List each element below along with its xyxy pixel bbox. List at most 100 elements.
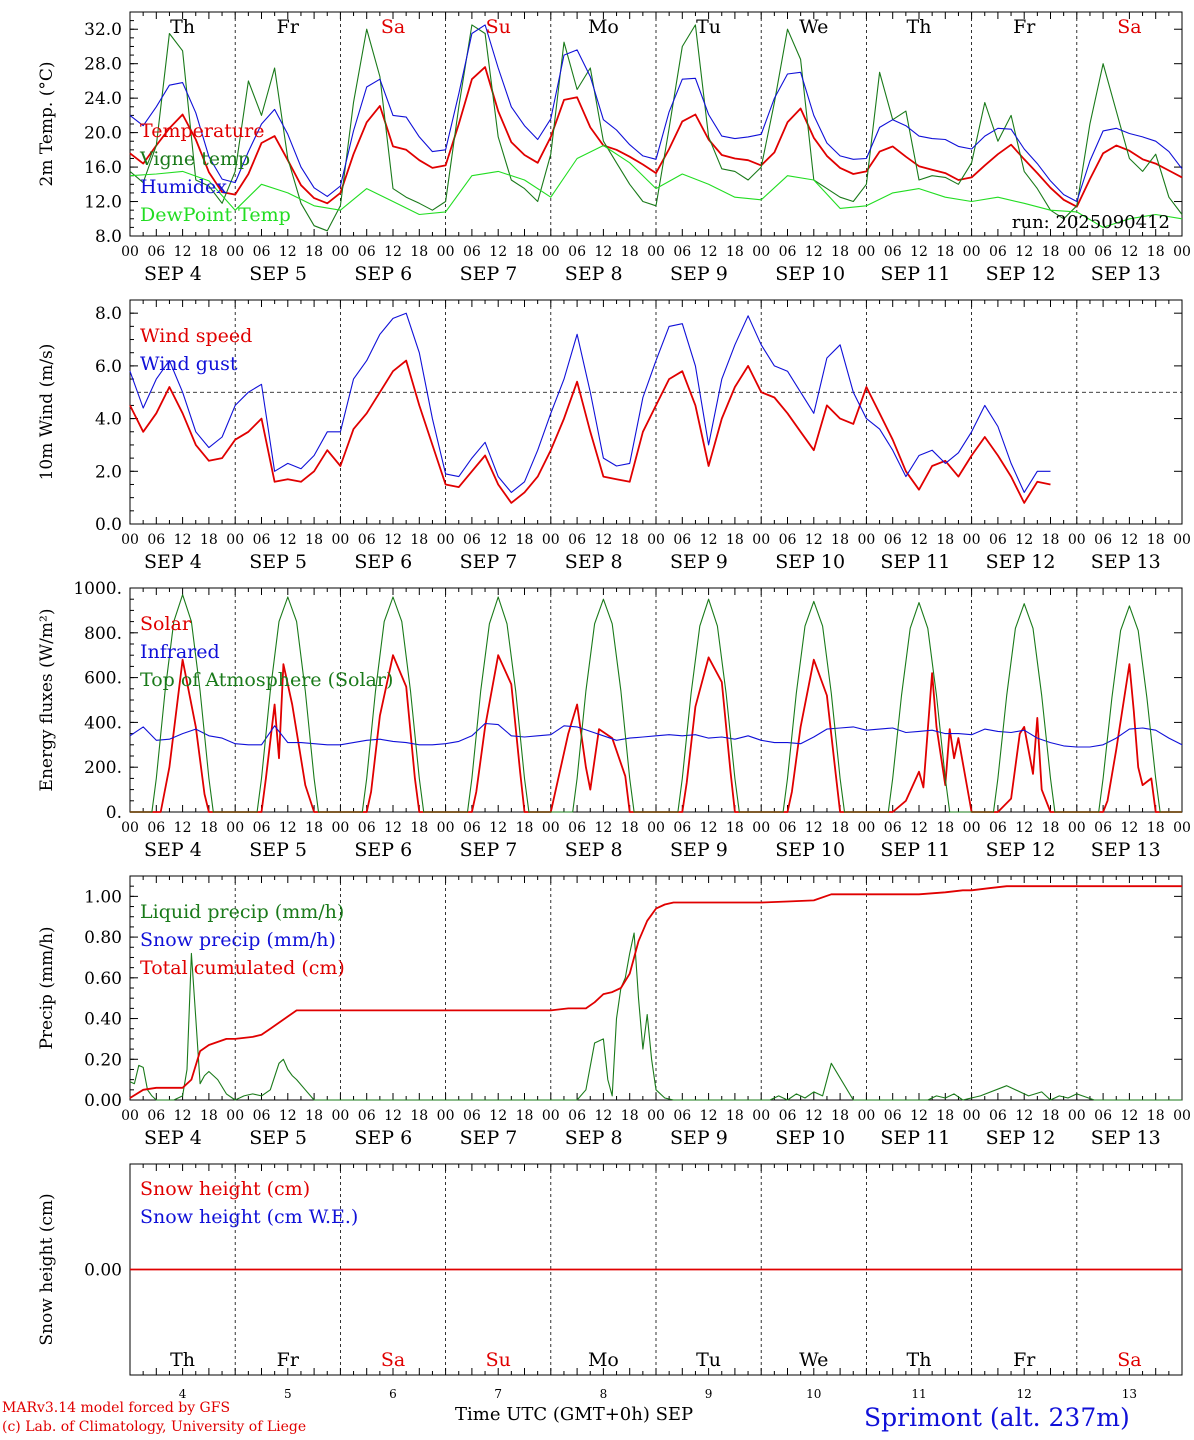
wind-legend-item: Wind gust bbox=[140, 353, 238, 375]
energy-date-label: SEP 11 bbox=[880, 839, 950, 861]
wind-hour-label: 06 bbox=[147, 532, 165, 548]
energy-date-label: SEP 7 bbox=[460, 839, 518, 861]
wind-hour-label: 12 bbox=[594, 532, 612, 548]
precip-date-label: SEP 5 bbox=[249, 1127, 307, 1149]
day-number: 6 bbox=[389, 1387, 397, 1401]
energy-hour-label: 18 bbox=[410, 820, 428, 836]
energy-hour-label: 06 bbox=[463, 820, 481, 836]
precip-hour-label: 12 bbox=[1120, 1108, 1138, 1124]
top-day-name: Sa bbox=[381, 16, 405, 38]
day-number: 10 bbox=[806, 1387, 821, 1401]
energy-ytick-label: 800. bbox=[84, 624, 122, 644]
snow-legend-item: Snow height (cm W.E.) bbox=[140, 1206, 358, 1228]
temperature-hour-label: 12 bbox=[489, 244, 507, 260]
temperature-hour-label: 12 bbox=[805, 244, 823, 260]
temperature-run-annotation: run: 2025090412 bbox=[1012, 212, 1170, 233]
energy-hour-label: 12 bbox=[384, 820, 402, 836]
precip-hour-label: 00 bbox=[437, 1108, 455, 1124]
temperature-hour-label: 12 bbox=[910, 244, 928, 260]
precip-date-label: SEP 7 bbox=[460, 1127, 518, 1149]
precip-hour-label: 00 bbox=[121, 1108, 139, 1124]
precip-legend-item: Liquid precip (mm/h) bbox=[140, 901, 344, 923]
wind-ylabel: 10m Wind (m/s) bbox=[37, 344, 57, 481]
precip-hour-label: 18 bbox=[1042, 1108, 1060, 1124]
footer-location: Sprimont (alt. 237m) bbox=[864, 1403, 1130, 1432]
wind-hour-label: 18 bbox=[410, 532, 428, 548]
temperature-ytick-label: 32.0 bbox=[84, 20, 122, 40]
energy-hour-label: 00 bbox=[752, 820, 770, 836]
precip-hour-label: 12 bbox=[805, 1108, 823, 1124]
temperature-hour-label: 18 bbox=[1147, 244, 1165, 260]
temperature-ytick-label: 20.0 bbox=[84, 124, 122, 144]
bottom-day-name: Tu bbox=[696, 1349, 721, 1371]
wind-hour-label: 06 bbox=[989, 532, 1007, 548]
snow-ytick-label: 0.00 bbox=[84, 1261, 122, 1281]
bottom-day-name: We bbox=[799, 1349, 828, 1371]
precip-hour-label: 06 bbox=[884, 1108, 902, 1124]
precip-date-label: SEP 6 bbox=[354, 1127, 412, 1149]
wind-hour-label: 18 bbox=[1042, 532, 1060, 548]
energy-hour-label: 18 bbox=[831, 820, 849, 836]
bottom-day-name: Fr bbox=[1013, 1349, 1036, 1371]
precip-hour-label: 06 bbox=[779, 1108, 797, 1124]
temperature-hour-label-end: 00 bbox=[1173, 244, 1191, 260]
energy-ytick-label: 400. bbox=[84, 713, 122, 733]
precip-date-label: SEP 11 bbox=[880, 1127, 950, 1149]
bottom-day-name: Th bbox=[170, 1349, 195, 1371]
temperature-hour-label: 00 bbox=[226, 244, 244, 260]
energy-ytick-label: 200. bbox=[84, 758, 122, 778]
energy-date-label: SEP 13 bbox=[1091, 839, 1161, 861]
energy-hour-label: 18 bbox=[936, 820, 954, 836]
bottom-day-name: Fr bbox=[277, 1349, 300, 1371]
wind-date-label: SEP 5 bbox=[249, 551, 307, 573]
precip-ytick-label: 0.40 bbox=[84, 1010, 122, 1030]
energy-hour-label: 18 bbox=[516, 820, 534, 836]
energy-series-top-of-atmosphere-solar- bbox=[130, 594, 1182, 813]
temperature-hour-label: 12 bbox=[700, 244, 718, 260]
energy-date-label: SEP 9 bbox=[670, 839, 728, 861]
temperature-ytick-label: 8.0 bbox=[95, 227, 122, 247]
precip-hour-label: 00 bbox=[226, 1108, 244, 1124]
wind-date-label: SEP 10 bbox=[775, 551, 845, 573]
wind-hour-label: 12 bbox=[910, 532, 928, 548]
energy-hour-label: 06 bbox=[358, 820, 376, 836]
temperature-legend-item: Temperature bbox=[140, 120, 264, 142]
wind-hour-label: 12 bbox=[384, 532, 402, 548]
wind-date-label: SEP 9 bbox=[670, 551, 728, 573]
precip-ytick-label: 0.60 bbox=[84, 969, 122, 989]
energy-hour-label: 06 bbox=[568, 820, 586, 836]
wind-hour-label-end: 00 bbox=[1173, 532, 1191, 548]
energy-hour-label: 12 bbox=[700, 820, 718, 836]
precip-hour-label: 00 bbox=[647, 1108, 665, 1124]
energy-legend-item: Infrared bbox=[140, 641, 220, 663]
precip-hour-label: 18 bbox=[1147, 1108, 1165, 1124]
temperature-hour-label: 00 bbox=[647, 244, 665, 260]
precip-hour-label: 06 bbox=[989, 1108, 1007, 1124]
energy-hour-label: 18 bbox=[305, 820, 323, 836]
energy-frame bbox=[129, 587, 1183, 813]
wind-hour-label: 00 bbox=[121, 532, 139, 548]
top-day-name: Th bbox=[170, 16, 195, 38]
temperature-hour-label: 12 bbox=[1015, 244, 1033, 260]
precip-ytick-label: 0.00 bbox=[84, 1091, 122, 1111]
energy-ytick-label: 0. bbox=[106, 803, 122, 823]
energy-hour-label: 12 bbox=[594, 820, 612, 836]
precip-ylabel: Precip (mm/h) bbox=[37, 926, 57, 1049]
precip-ytick-label: 0.80 bbox=[84, 928, 122, 948]
temperature-hour-label: 06 bbox=[884, 244, 902, 260]
precip-ytick-label: 1.00 bbox=[84, 887, 122, 907]
wind-series-wind-speed bbox=[129, 359, 1051, 504]
wind-ytick-label: 4.0 bbox=[95, 410, 122, 430]
temperature-hour-label: 18 bbox=[410, 244, 428, 260]
wind-hour-label: 12 bbox=[1015, 532, 1033, 548]
footer-model: MARv3.14 model forced by GFS bbox=[2, 1400, 231, 1416]
energy-hour-label: 18 bbox=[726, 820, 744, 836]
temperature-hour-label: 12 bbox=[174, 244, 192, 260]
wind-date-label: SEP 7 bbox=[460, 551, 518, 573]
wind-hour-label: 18 bbox=[621, 532, 639, 548]
wind-hour-label: 06 bbox=[673, 532, 691, 548]
temperature-frame bbox=[129, 11, 1183, 237]
energy-hour-label: 00 bbox=[1068, 820, 1086, 836]
wind-hour-label: 06 bbox=[358, 532, 376, 548]
wind-hour-label: 00 bbox=[857, 532, 875, 548]
